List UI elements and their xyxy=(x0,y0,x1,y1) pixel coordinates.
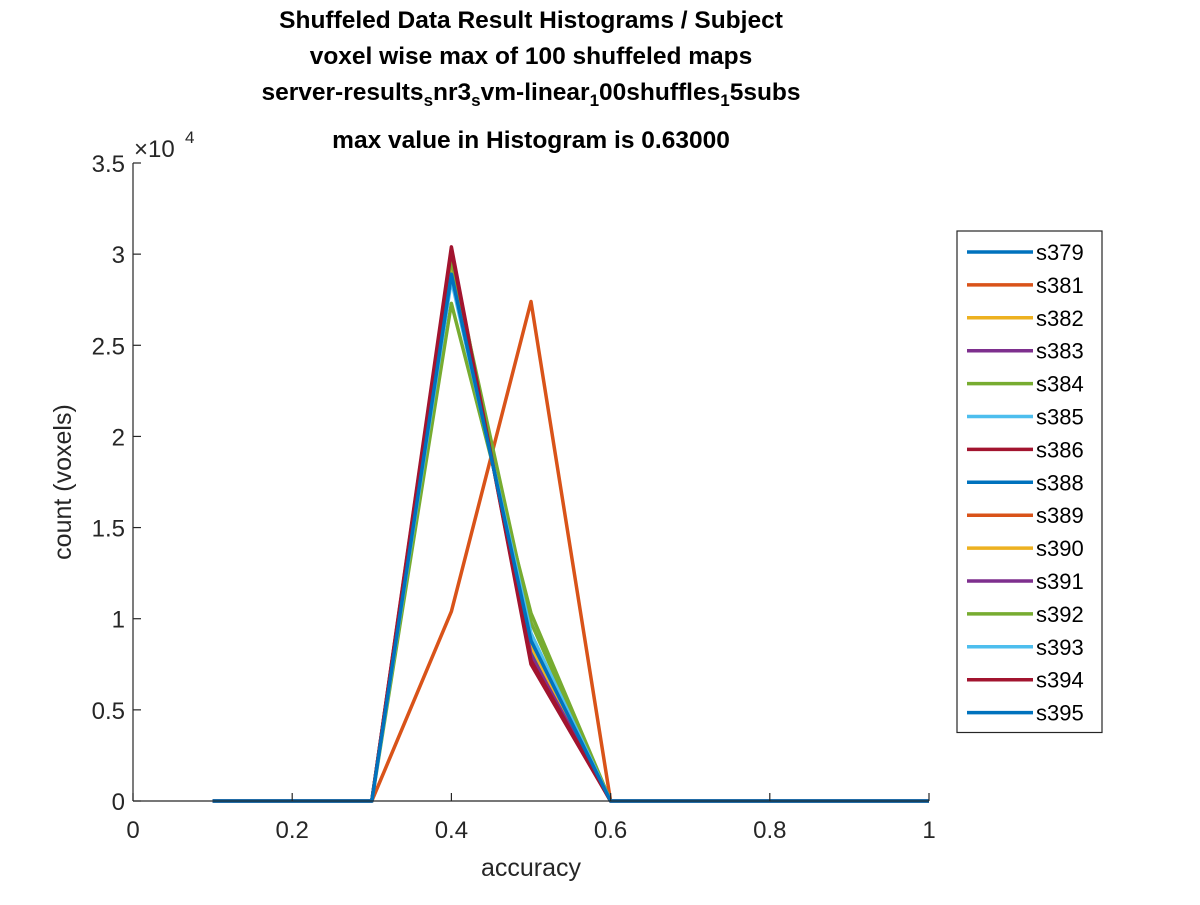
legend-label-s391: s391 xyxy=(1036,569,1084,594)
legend-label-s392: s392 xyxy=(1036,602,1084,627)
x-tick-label: 0.4 xyxy=(435,817,468,844)
axes: 0 0.2 0.4 0.6 0.8 1 0 0.5 1 1.5 2 2.5 3 3.5 xyxy=(92,151,936,844)
y-tick-label: 0 xyxy=(112,789,125,816)
legend-label-s390: s390 xyxy=(1036,536,1084,561)
y-tick-label: 2.5 xyxy=(92,333,125,360)
y-exponent-power: 4 xyxy=(185,128,194,147)
x-tick-label: 1 xyxy=(922,817,935,844)
legend-label-s382: s382 xyxy=(1036,306,1084,331)
legend-label-s389: s389 xyxy=(1036,503,1084,528)
title-subscript: 1 xyxy=(590,91,599,110)
title-subscript: s xyxy=(471,91,480,110)
y-tick-label: 0.5 xyxy=(92,698,125,725)
x-axis-label: accuracy xyxy=(481,854,582,882)
series-line-s395 xyxy=(212,272,929,803)
legend-label-s394: s394 xyxy=(1036,668,1084,693)
y-tick-label: 1.5 xyxy=(92,516,125,543)
legend: s379 s381 s382 s383 s384 s385 s386 s388 s389 s390… xyxy=(956,230,1103,734)
y-tick-label: 3 xyxy=(112,242,125,269)
plot-lines xyxy=(212,245,929,803)
title-segment: 00shuffles xyxy=(599,79,720,106)
title-subscript: s xyxy=(424,91,433,110)
legend-label-s386: s386 xyxy=(1036,437,1084,462)
x-tick-label: 0 xyxy=(126,817,139,844)
y-exponent: ×10 4 xyxy=(134,128,194,163)
legend-label-s395: s395 xyxy=(1036,701,1084,726)
title-line-3: server-resultssnr3svm-linear100shuffles1… xyxy=(261,79,800,110)
legend-label-s393: s393 xyxy=(1036,635,1084,660)
title-segment: nr3 xyxy=(433,79,471,106)
title-subscript: 1 xyxy=(720,91,729,110)
y-tick-label: 3.5 xyxy=(92,151,125,178)
legend-label-s385: s385 xyxy=(1036,405,1084,430)
title-line-1: Shuffeled Data Result Histograms / Subje… xyxy=(279,7,783,34)
x-tick-label: 0.6 xyxy=(594,817,627,844)
y-tick-label: 1 xyxy=(112,607,125,634)
title-segment: 5subs xyxy=(730,79,801,106)
y-exponent-base: ×10 xyxy=(134,136,175,163)
x-tick-label: 0.8 xyxy=(753,817,786,844)
y-axis-label: count (voxels) xyxy=(49,404,77,560)
title-line-2: voxel wise max of 100 shuffeled maps xyxy=(310,43,753,70)
chart-title: Shuffeled Data Result Histograms / Subje… xyxy=(261,7,800,154)
legend-label-s384: s384 xyxy=(1036,372,1084,397)
legend-label-s379: s379 xyxy=(1036,240,1084,265)
y-tick-label: 2 xyxy=(112,424,125,451)
legend-label-s381: s381 xyxy=(1036,273,1084,298)
title-segment: vm-linear xyxy=(481,79,590,106)
title-line-4: max value in Histogram is 0.63000 xyxy=(332,127,730,154)
title-segment: server-results xyxy=(261,79,423,106)
legend-label-s383: s383 xyxy=(1036,339,1084,364)
x-tick-label: 0.2 xyxy=(276,817,309,844)
legend-label-s388: s388 xyxy=(1036,470,1084,495)
